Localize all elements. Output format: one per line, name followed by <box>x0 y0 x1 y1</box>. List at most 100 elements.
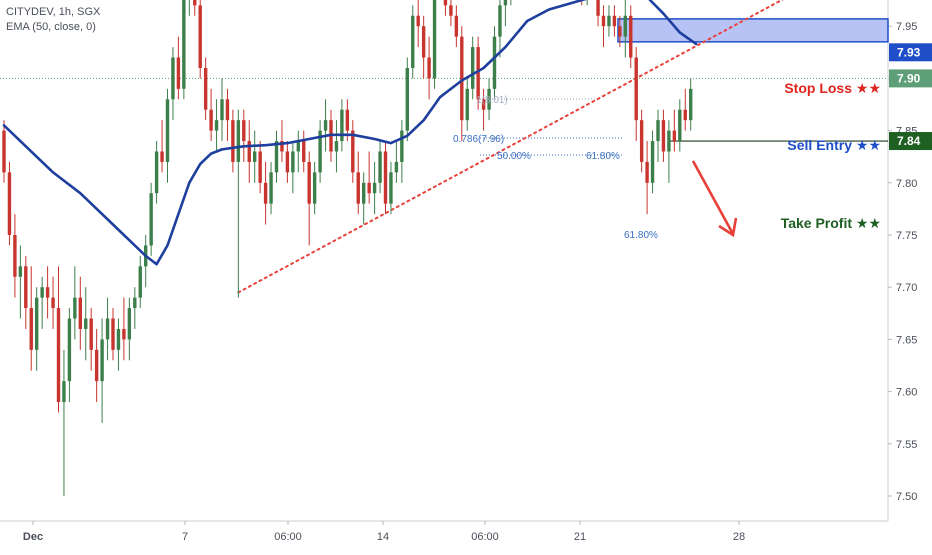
current-price-tag-bg <box>889 69 932 88</box>
candle-body <box>629 15 633 58</box>
candle-body <box>2 130 6 173</box>
candle-body <box>645 161 649 183</box>
candle-body <box>323 120 328 131</box>
x-tick-label: 06:00 <box>274 531 302 543</box>
fib-label: 61.80% <box>624 230 658 241</box>
y-tick-label: 7.80 <box>896 178 917 190</box>
candle-body <box>372 182 377 194</box>
candle-body <box>253 151 257 162</box>
candle-body <box>481 99 486 110</box>
candle-body <box>291 151 295 173</box>
candle-body <box>138 266 142 298</box>
fib-label: 0.786(7.96) <box>453 134 504 145</box>
candle-body <box>416 15 420 27</box>
candle-body <box>274 141 279 173</box>
candle-body <box>247 141 251 162</box>
y-tick-label: 7.75 <box>896 230 917 242</box>
candle-body <box>133 297 137 309</box>
candle-body <box>18 266 23 277</box>
indicator-header: EMA (50, close, 0) <box>6 21 96 33</box>
y-tick-label: 7.60 <box>896 387 917 399</box>
x-tick-label: 7 <box>182 531 188 543</box>
y-tick-label: 7.70 <box>896 282 917 294</box>
candle-body <box>51 297 55 309</box>
candle-body <box>312 172 317 204</box>
candle-body <box>258 151 262 183</box>
candle-body <box>476 47 480 100</box>
candle-body <box>432 0 437 79</box>
candle-body <box>689 88 693 121</box>
candle-body <box>378 151 382 183</box>
candle-body <box>356 172 360 204</box>
candle-body <box>122 328 126 340</box>
candle-body <box>427 57 431 79</box>
candle-body <box>40 287 44 298</box>
candle-body <box>411 15 415 68</box>
candle-body <box>203 67 208 110</box>
candle-body <box>105 318 110 340</box>
candle-body <box>198 5 202 68</box>
candle-body <box>400 130 404 162</box>
candle-body <box>383 151 388 204</box>
candle-body <box>656 120 660 142</box>
candle-body <box>503 0 508 6</box>
candle-body <box>367 182 371 194</box>
candle-body <box>667 130 671 152</box>
candle-body <box>280 141 284 152</box>
candle-body <box>89 318 93 350</box>
candle-body <box>421 26 426 58</box>
support-trendline <box>237 0 784 294</box>
candle-body <box>492 36 497 89</box>
y-tick-label: 7.55 <box>896 439 917 451</box>
candle-body <box>154 151 159 194</box>
candle-body <box>362 182 366 204</box>
candle-body <box>460 36 464 121</box>
candle-body <box>94 349 99 382</box>
candle-body <box>465 88 469 121</box>
current-price-tag: 7.90 <box>897 71 921 85</box>
candle-body <box>231 120 235 162</box>
sell-entry-zone <box>617 18 889 43</box>
candle-body <box>351 130 355 173</box>
candle-body <box>596 0 600 16</box>
candle-body <box>454 15 459 37</box>
x-tick-label: Dec <box>23 531 43 543</box>
candle-body <box>111 318 115 350</box>
candle-body <box>220 99 224 121</box>
candle-body <box>62 381 66 403</box>
candle-body <box>618 26 622 37</box>
candle-body <box>116 328 121 350</box>
candle-body <box>263 182 268 204</box>
candle-body <box>296 141 300 152</box>
candle-body <box>165 99 170 162</box>
take-profit-price-tag-bg <box>889 132 932 151</box>
candle-body <box>449 5 453 16</box>
ema-line <box>2 0 698 266</box>
projection-arrow-shaft <box>691 160 735 235</box>
candle-body <box>405 67 409 131</box>
candle-body <box>612 15 617 27</box>
candle-body <box>242 120 246 142</box>
y-tick-label: 7.65 <box>896 334 917 346</box>
candle-body <box>683 109 687 121</box>
candle-body <box>601 15 606 27</box>
candle-body <box>661 120 666 152</box>
candle-body <box>35 297 39 350</box>
candle-body <box>269 172 273 204</box>
candle-body <box>176 57 181 89</box>
take-profit-price-tag: 7.84 <box>897 134 921 148</box>
candle-body <box>67 318 72 382</box>
candles-group <box>2 0 693 496</box>
candle-body <box>672 130 677 142</box>
x-tick-label: 21 <box>574 531 586 543</box>
candle-body <box>56 308 61 403</box>
candle-body <box>487 88 491 110</box>
candle-body <box>443 0 448 6</box>
candle-body <box>650 141 655 183</box>
projection-arrow-head <box>718 217 738 238</box>
candle-body <box>100 339 104 382</box>
fib-label: 1(8.01) <box>476 95 508 106</box>
candle-body <box>498 5 502 37</box>
candle-body <box>171 57 175 100</box>
